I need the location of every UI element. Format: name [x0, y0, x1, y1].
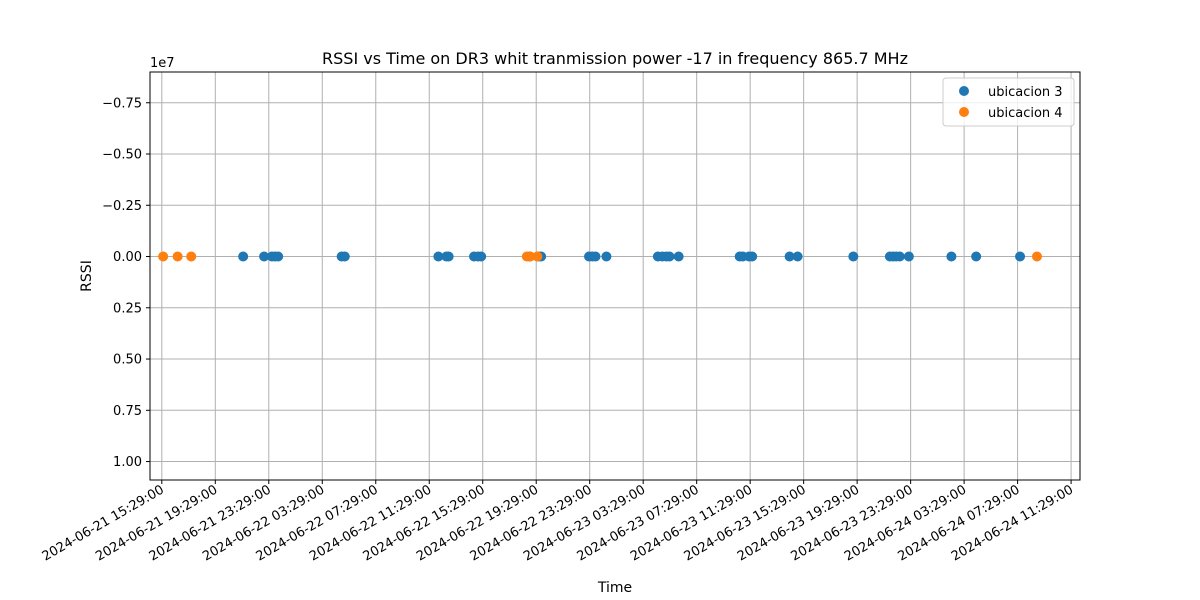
chart-title: RSSI vs Time on DR3 whit tranmission pow…	[322, 49, 908, 68]
legend-box	[942, 77, 1075, 127]
data-point-ubicacion-3	[784, 251, 795, 262]
data-point-ubicacion-3	[747, 251, 758, 262]
x-axis-label: Time	[597, 580, 632, 596]
data-point-ubicacion-3	[273, 251, 284, 262]
legend-label-ubicacion-4: ubicacion 4	[988, 106, 1063, 121]
data-point-ubicacion-3	[601, 251, 612, 262]
data-point-ubicacion-4	[186, 251, 197, 262]
y-tick-label: −0.75	[102, 96, 142, 111]
points-layer	[158, 251, 1042, 262]
data-point-ubicacion-3	[339, 251, 350, 262]
data-point-ubicacion-4	[158, 251, 169, 262]
data-point-ubicacion-4	[1031, 251, 1042, 262]
y-axis-offset-label: 1e7	[150, 56, 175, 71]
data-point-ubicacion-4	[525, 251, 536, 262]
data-point-ubicacion-3	[903, 251, 914, 262]
data-point-ubicacion-3	[433, 251, 444, 262]
data-point-ubicacion-3	[476, 251, 487, 262]
legend-marker-ubicacion-3	[959, 86, 969, 96]
y-tick-label: 0.50	[113, 353, 142, 368]
plot-area	[150, 72, 1080, 480]
data-point-ubicacion-3	[894, 251, 905, 262]
y-axis-label: RSSI	[79, 260, 95, 292]
data-point-ubicacion-3	[848, 251, 859, 262]
y-tick-label: 0.25	[113, 301, 142, 316]
plot-frame	[149, 71, 1081, 481]
y-tick-label: 1.00	[113, 455, 142, 470]
legend-label-ubicacion-3: ubicacion 3	[988, 85, 1063, 100]
y-tick-label: −0.25	[102, 199, 142, 214]
legend-marker-ubicacion-4	[959, 107, 969, 117]
data-point-ubicacion-3	[1015, 251, 1026, 262]
y-tick-label: 0.75	[113, 404, 142, 419]
data-point-ubicacion-3	[259, 251, 270, 262]
data-point-ubicacion-4	[532, 251, 543, 262]
data-point-ubicacion-3	[946, 251, 957, 262]
data-point-ubicacion-3	[238, 251, 249, 262]
legend: ubicacion 3 ubicacion 4	[942, 77, 1075, 127]
y-tick-label: 0.00	[113, 250, 142, 265]
data-point-ubicacion-3	[590, 251, 601, 262]
data-point-ubicacion-4	[172, 251, 183, 262]
data-point-ubicacion-3	[792, 251, 803, 262]
data-point-ubicacion-3	[443, 251, 454, 262]
data-point-ubicacion-3	[673, 251, 684, 262]
y-tick-label: −0.50	[102, 148, 142, 163]
data-point-ubicacion-3	[664, 251, 675, 262]
grid-layer	[150, 72, 1080, 480]
data-point-ubicacion-3	[971, 251, 982, 262]
